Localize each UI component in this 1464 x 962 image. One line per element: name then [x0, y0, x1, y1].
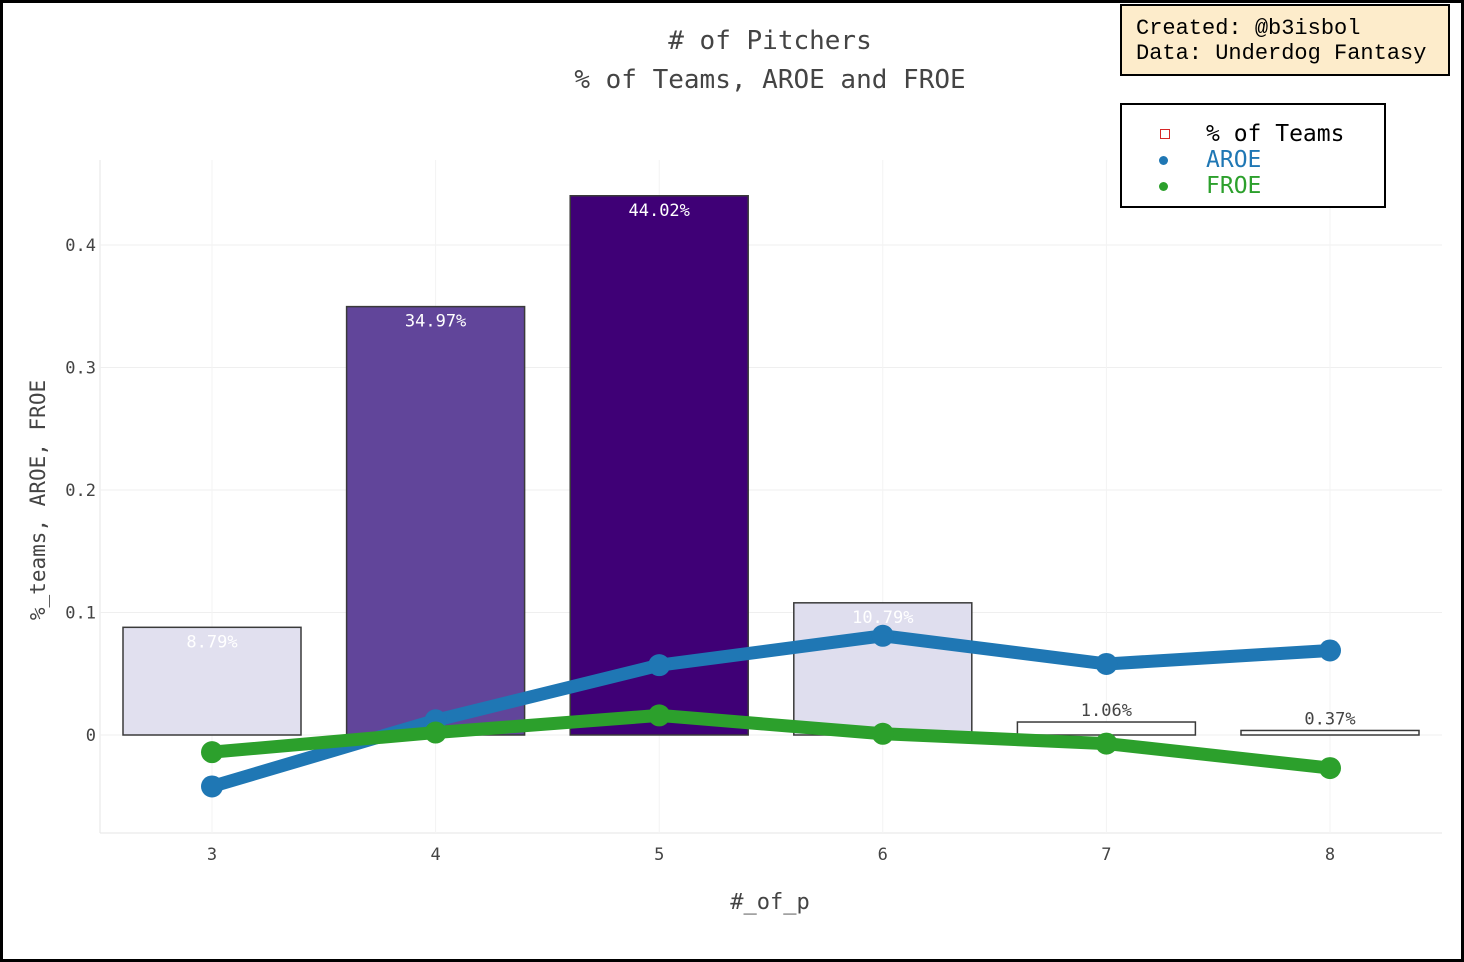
bar	[569, 195, 749, 736]
legend-item-teams[interactable]: % of Teams	[1156, 121, 1344, 147]
x-tick-label: 8	[1325, 845, 1335, 865]
chart-subtitle: % of Teams, AROE and FROE	[574, 65, 966, 95]
x-axis-label: #_of_p	[730, 890, 810, 915]
x-tick-label: 7	[1101, 845, 1111, 865]
bar-data-label: 34.97%	[405, 312, 466, 332]
froe-line	[205, 708, 1337, 775]
aroe-point	[1319, 639, 1341, 662]
froe-point	[1095, 732, 1118, 755]
bar-data-label: 1.06%	[1081, 701, 1132, 721]
legend: % of Teams AROE FROE	[1120, 103, 1386, 208]
bar	[345, 305, 526, 736]
y-tick-label: 0.4	[65, 236, 96, 256]
aroe-point	[648, 654, 671, 677]
legend-item-froe[interactable]: FROE	[1156, 173, 1261, 199]
legend-label-froe: FROE	[1206, 173, 1262, 199]
legend-swatch-teams	[1156, 121, 1206, 147]
bar-data-label: 10.79%	[852, 608, 913, 628]
x-tick-label: 3	[207, 845, 217, 865]
bar-data-label: 44.02%	[628, 201, 689, 221]
y-tick-label: 0.1	[65, 604, 96, 624]
x-tick-label: 6	[878, 845, 888, 865]
bar-data-label: 0.37%	[1304, 709, 1355, 729]
froe-point	[201, 741, 223, 764]
legend-swatch-froe	[1156, 173, 1206, 199]
bar	[1240, 729, 1420, 736]
legend-swatch-aroe	[1156, 147, 1206, 173]
bar	[122, 626, 302, 736]
credit-line-created: Created: @b3isbol	[1136, 16, 1361, 41]
credit-line-data: Data: Underdog Fantasy	[1136, 41, 1427, 66]
y-tick-label: 0.2	[65, 481, 96, 501]
credit-box: Created: @b3isbol Data: Underdog Fantasy	[1120, 4, 1450, 76]
froe-point	[1319, 757, 1341, 780]
legend-label-aroe: AROE	[1206, 147, 1262, 173]
y-tick-label: 0	[86, 726, 96, 746]
froe-point	[648, 704, 671, 727]
y-tick-label: 0.3	[65, 359, 96, 379]
x-tick-label: 4	[430, 845, 440, 865]
aroe-point	[201, 775, 223, 798]
froe-point	[871, 722, 894, 745]
legend-item-aroe[interactable]: AROE	[1156, 147, 1261, 173]
x-tick-label: 5	[654, 845, 664, 865]
bar-data-label: 8.79%	[186, 632, 237, 652]
aroe-point	[871, 624, 894, 647]
legend-label-teams: % of Teams	[1206, 121, 1345, 147]
aroe-point	[1095, 652, 1118, 675]
chart-title: # of Pitchers	[668, 26, 872, 56]
froe-point	[424, 721, 447, 744]
